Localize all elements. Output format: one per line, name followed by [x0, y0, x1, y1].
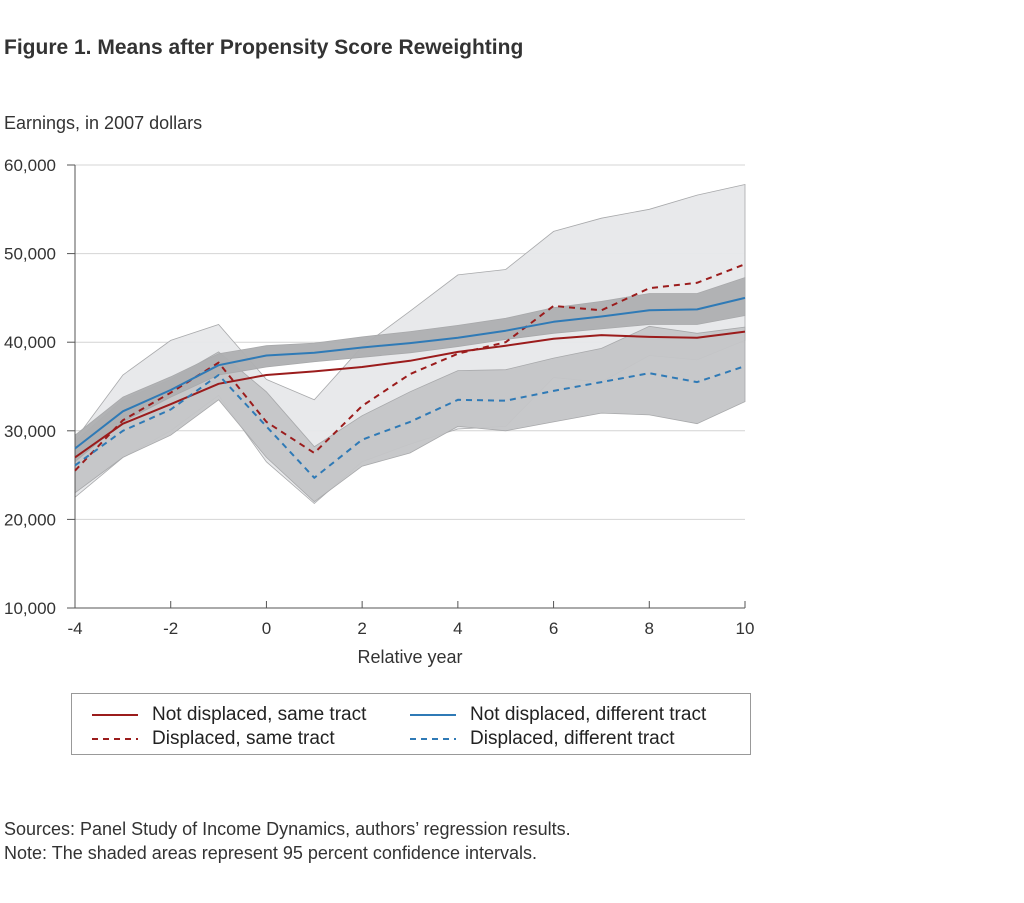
x-axis-label: Relative year [357, 647, 462, 667]
legend-label: Not displaced, different tract [470, 704, 707, 725]
legend-label: Not displaced, same tract [152, 704, 367, 725]
legend-item-displaced-different-tract: Displaced, different tract [410, 728, 675, 750]
confidence-note: Note: The shaded areas represent 95 perc… [4, 843, 537, 863]
legend-swatch-dashed-blue [410, 738, 456, 740]
x-tick-label: 10 [736, 619, 755, 638]
legend-item-not-displaced-same-tract: Not displaced, same tract [92, 704, 366, 726]
y-tick-labels: 10,000 20,000 30,000 40,000 50,000 60,000 [4, 156, 56, 618]
legend-label: Displaced, different tract [470, 728, 675, 749]
y-tick-label: 60,000 [4, 156, 56, 175]
series-lines [74, 263, 746, 479]
legend-swatch-solid-blue [410, 714, 456, 716]
y-tick-label: 20,000 [4, 510, 56, 529]
y-tick-label: 10,000 [4, 599, 56, 618]
x-tick-label: 4 [453, 619, 462, 638]
legend-item-not-displaced-different-tract: Not displaced, different tract [410, 704, 706, 726]
x-tick-label: 8 [645, 619, 654, 638]
y-tick-label: 30,000 [4, 422, 56, 441]
series-line-0 [74, 330, 746, 459]
legend-swatch-dashed-red [92, 738, 138, 740]
x-tick-label: -2 [163, 619, 178, 638]
legend-item-displaced-same-tract: Displaced, same tract [92, 728, 335, 750]
y-tick-label: 50,000 [4, 245, 56, 264]
legend-label: Displaced, same tract [152, 728, 335, 749]
confidence-band-2 [74, 276, 746, 463]
y-axis-label: Earnings, in 2007 dollars [4, 113, 203, 133]
confidence-band-1 [74, 325, 746, 503]
legend: Not displaced, same tract Displaced, sam… [71, 693, 751, 755]
footnotes: Sources: Panel Study of Income Dynamics,… [4, 817, 571, 865]
legend-swatch-solid-red [92, 714, 138, 716]
x-tick-label: 2 [357, 619, 366, 638]
y-tick-label: 40,000 [4, 333, 56, 352]
x-tick-label: 0 [262, 619, 271, 638]
series-line-3 [74, 365, 746, 479]
sources-note: Sources: Panel Study of Income Dynamics,… [4, 819, 571, 839]
figure-title: Figure 1. Means after Propensity Score R… [4, 36, 524, 59]
series-line-2 [74, 296, 746, 450]
x-tick-labels: -4 -2 0 2 4 6 8 10 [67, 619, 754, 638]
axes [67, 164, 746, 609]
x-tick-label: -4 [67, 619, 82, 638]
x-tick-label: 6 [549, 619, 558, 638]
